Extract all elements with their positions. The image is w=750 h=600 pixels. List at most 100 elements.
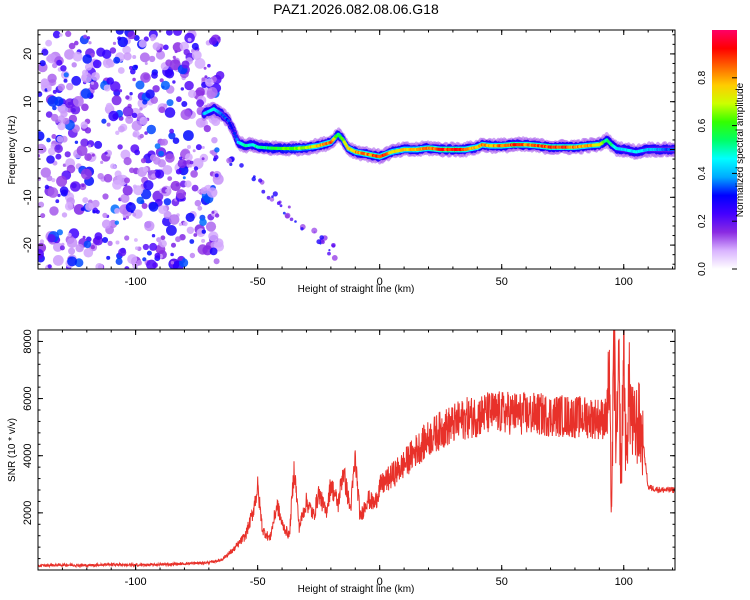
noise-point [64, 49, 75, 60]
noise-point [81, 183, 85, 188]
noise-point [109, 47, 117, 54]
noise-point [214, 213, 220, 218]
noise-point [134, 149, 141, 156]
noise-point [101, 118, 107, 124]
noise-point [139, 107, 143, 111]
noise-point [136, 260, 143, 266]
noise-point [191, 50, 202, 61]
noise-point [181, 60, 190, 69]
noise-point [45, 111, 53, 118]
noise-point [168, 132, 176, 140]
noise-point [63, 72, 69, 78]
spectrogram-marks [38, 30, 675, 269]
noise-point [100, 160, 104, 164]
noise-point [139, 116, 148, 125]
ridge-core [234, 134, 238, 138]
snr-background [38, 330, 675, 570]
noise-point [47, 73, 57, 84]
noise-point [186, 226, 195, 234]
trail-point [289, 217, 294, 222]
noise-point [123, 52, 132, 61]
noise-point [40, 167, 51, 178]
noise-point [89, 80, 99, 90]
noise-point [129, 65, 133, 70]
noise-point [103, 84, 111, 92]
noise-point [134, 238, 138, 242]
noise-point [111, 95, 122, 106]
noise-point [136, 196, 144, 205]
noise-point [87, 144, 91, 148]
noise-point [74, 140, 79, 144]
noise-point [66, 237, 78, 248]
noise-point [92, 210, 96, 214]
noise-point [144, 220, 155, 232]
noise-point [84, 153, 92, 161]
trail-point [266, 195, 271, 200]
noise-point [46, 86, 52, 92]
noise-point [59, 186, 69, 195]
noise-point [52, 30, 61, 39]
noise-point [187, 145, 191, 149]
noise-point [149, 242, 158, 251]
noise-point [39, 239, 45, 244]
noise-point [165, 189, 170, 193]
noise-point [115, 30, 124, 35]
trail-point [285, 213, 290, 219]
noise-point [133, 185, 144, 196]
trail-point [271, 195, 274, 198]
noise-point [186, 159, 192, 165]
noise-point [129, 92, 133, 96]
noise-point [170, 180, 181, 192]
noise-point [201, 157, 205, 161]
noise-point [163, 103, 168, 108]
snr-x-tick-label: 100 [615, 576, 633, 588]
noise-point [179, 41, 189, 51]
noise-point [102, 193, 109, 200]
noise-point [151, 234, 156, 238]
spectrogram-y-ticks: -20 -10 0 10 20 [22, 34, 675, 265]
spectrogram-y-tick-label: 20 [22, 48, 34, 60]
noise-point [71, 75, 82, 86]
noise-point [83, 247, 94, 258]
trail-point [331, 243, 336, 248]
noise-point [197, 190, 201, 194]
noise-point [61, 212, 68, 218]
snr-x-tick-label: -50 [250, 576, 266, 588]
noise-point [194, 199, 202, 207]
trail-point [331, 255, 338, 261]
noise-point [117, 36, 128, 48]
colorbar-tick-label: 0.8 [697, 70, 708, 84]
noise-point [158, 150, 165, 157]
noise-point [176, 96, 182, 103]
noise-point [55, 153, 62, 160]
noise-point [113, 165, 118, 169]
noise-point [180, 109, 192, 120]
noise-point [201, 146, 205, 149]
noise-point [67, 256, 78, 267]
noise-point [140, 72, 151, 83]
noise-point [125, 95, 130, 100]
noise-point [38, 248, 44, 260]
noise-point [80, 138, 89, 147]
ridge-core [226, 119, 230, 123]
noise-point [83, 34, 88, 39]
noise-point [65, 30, 72, 37]
noise-point [183, 49, 190, 56]
noise-point [57, 115, 65, 123]
noise-point [82, 197, 89, 204]
noise-point [124, 266, 130, 269]
noise-point [213, 157, 217, 162]
noise-point [53, 242, 63, 252]
noise-point [52, 62, 58, 69]
noise-point [192, 158, 204, 170]
noise-point [163, 198, 172, 206]
noise-point [180, 87, 184, 91]
noise-point [142, 243, 149, 251]
spectrogram-y-tick-label: 10 [22, 96, 34, 108]
noise-point [102, 80, 106, 84]
noise-point [201, 77, 206, 82]
noise-point [60, 65, 67, 72]
noise-point [166, 225, 177, 236]
noise-point [125, 202, 136, 213]
trail-point [269, 197, 275, 202]
